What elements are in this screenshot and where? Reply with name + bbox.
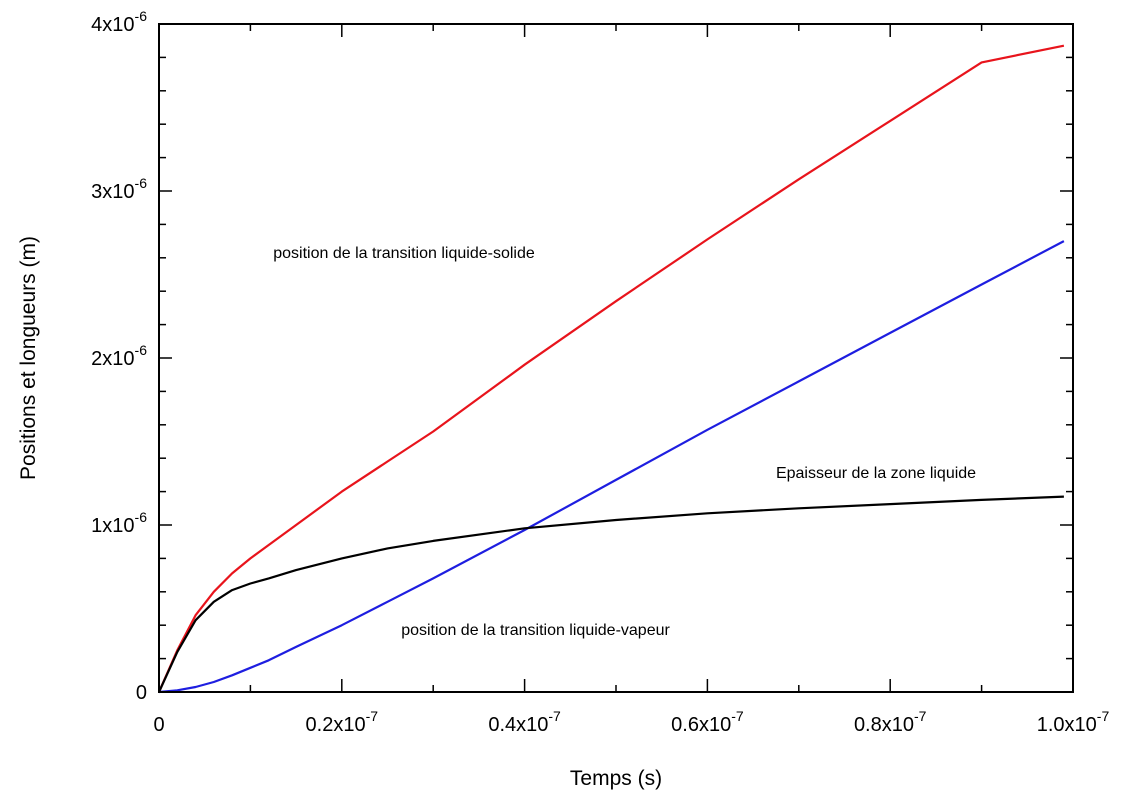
series-line-2 bbox=[158, 240, 1065, 694]
annotation-1: position de la transition liquide-solide bbox=[273, 245, 535, 262]
y-tick-label: 1x10-6 bbox=[91, 509, 147, 537]
y-tick-label: 2x10-6 bbox=[91, 342, 147, 370]
annotation-2: Epaisseur de la zone liquide bbox=[776, 465, 976, 482]
y-axis-title: Positions et longueurs (m) bbox=[17, 236, 40, 480]
x-tick-label: 0.4x10-7 bbox=[488, 708, 561, 736]
tick-labels: 0 0.2x10-7 0.4x10-7 0.6x10-7 0.8x10-7 1.0x10-… bbox=[91, 8, 1109, 736]
y-tick-label: 3x10-6 bbox=[91, 175, 147, 203]
y-tick-label: 0 bbox=[136, 682, 147, 704]
x-tick-label: 0.2x10-7 bbox=[306, 708, 379, 736]
x-axis-title: Temps (s) bbox=[570, 767, 662, 790]
x-tick-label: 0.8x10-7 bbox=[854, 708, 927, 736]
x-tick-label: 0 bbox=[153, 714, 164, 736]
annotations: position de la transition liquide-solide… bbox=[273, 245, 976, 639]
x-tick-label: 1.0x10-7 bbox=[1037, 708, 1110, 736]
annotation-3: position de la transition liquide-vapeur bbox=[401, 622, 670, 639]
plot-frame bbox=[158, 23, 1074, 693]
y-tick-label: 4x10-6 bbox=[91, 8, 147, 36]
series-line-3 bbox=[157, 495, 1064, 693]
tick-marks bbox=[158, 23, 1074, 693]
series-line-1 bbox=[157, 44, 1065, 693]
series-lines bbox=[157, 44, 1065, 694]
x-tick-label: 0.6x10-7 bbox=[671, 708, 744, 736]
